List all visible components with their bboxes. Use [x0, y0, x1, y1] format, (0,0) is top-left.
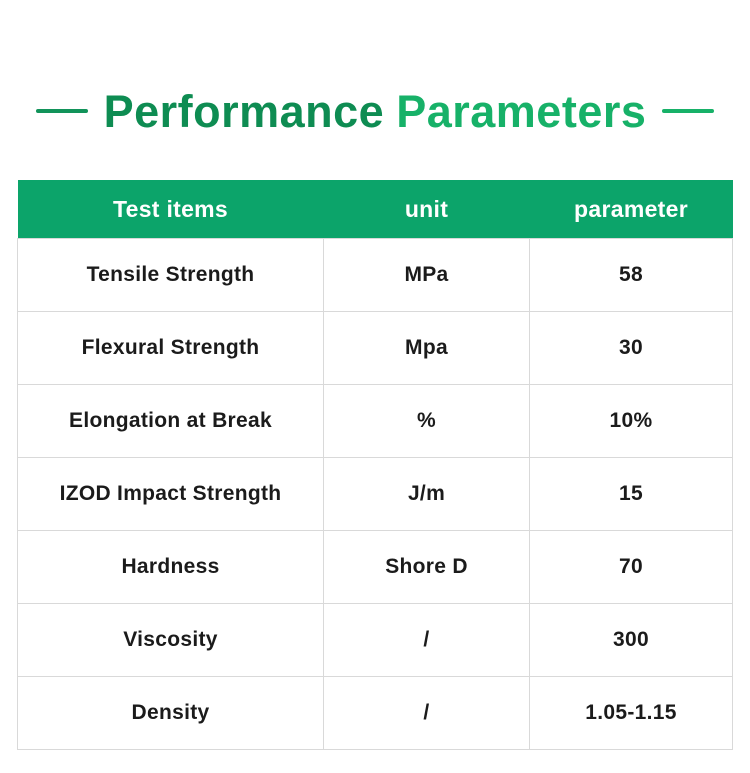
cell-item: Viscosity	[17, 603, 324, 677]
column-header-parameter: parameter	[529, 180, 733, 239]
table-row: Viscosity / 300	[17, 603, 733, 677]
cell-parameter: 70	[529, 530, 733, 604]
cell-parameter: 15	[529, 457, 733, 531]
cell-unit: %	[323, 384, 530, 458]
table-row: Elongation at Break % 10%	[17, 384, 733, 458]
cell-parameter: 300	[529, 603, 733, 677]
cell-parameter: 58	[529, 238, 733, 312]
cell-parameter: 1.05-1.15	[529, 676, 733, 750]
table-row: Density / 1.05-1.15	[17, 676, 733, 750]
page-title-row: Performance Parameters	[0, 0, 750, 140]
table-row: Flexural Strength Mpa 30	[17, 311, 733, 385]
table-row: IZOD Impact Strength J/m 15	[17, 457, 733, 531]
cell-unit: Shore D	[323, 530, 530, 604]
page-title-part-performance: Performance	[103, 85, 385, 137]
cell-unit: /	[323, 676, 530, 750]
cell-item: Density	[17, 676, 324, 750]
cell-unit: J/m	[323, 457, 530, 531]
cell-item: Tensile Strength	[17, 238, 324, 312]
table-header-row: Test items unit parameter	[17, 180, 733, 239]
table-header: Test items unit parameter	[17, 180, 733, 239]
table-body: Tensile Strength MPa 58 Flexural Strengt…	[17, 238, 733, 750]
column-header-test-items: Test items	[17, 180, 324, 239]
cell-item: Hardness	[17, 530, 324, 604]
cell-item: IZOD Impact Strength	[17, 457, 324, 531]
title-dash-right	[662, 109, 715, 113]
page-title-part-parameters: Parameters	[396, 85, 647, 137]
cell-unit: Mpa	[323, 311, 530, 385]
cell-unit: /	[323, 603, 530, 677]
cell-unit: MPa	[323, 238, 530, 312]
cell-item: Elongation at Break	[17, 384, 324, 458]
table-row: Hardness Shore D 70	[17, 530, 733, 604]
title-dash-left	[35, 109, 88, 113]
table-row: Tensile Strength MPa 58	[17, 238, 733, 312]
column-header-unit: unit	[323, 180, 530, 239]
cell-item: Flexural Strength	[17, 311, 324, 385]
cell-parameter: 10%	[529, 384, 733, 458]
cell-parameter: 30	[529, 311, 733, 385]
page-title: Performance Parameters	[104, 89, 647, 134]
performance-table: Test items unit parameter Tensile Streng…	[17, 180, 733, 750]
